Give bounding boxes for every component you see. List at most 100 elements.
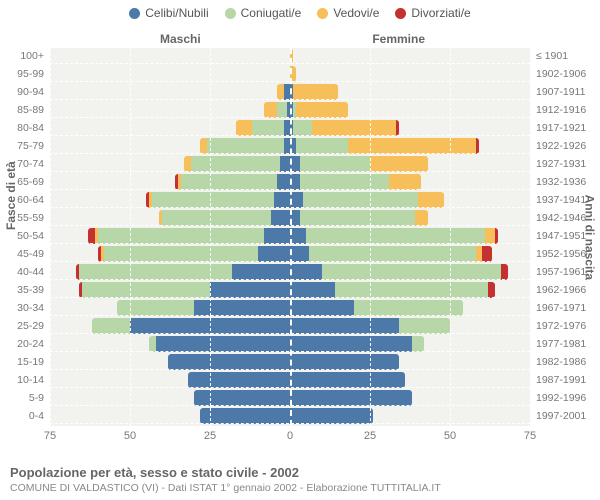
bar-female <box>290 264 530 280</box>
bar-segment <box>290 264 322 280</box>
bar-segment <box>264 102 277 118</box>
bar-male <box>50 282 290 298</box>
bar-female <box>290 48 530 64</box>
pyramid-row: 45-491952-1956 <box>50 246 530 262</box>
bar-segment <box>303 192 418 208</box>
pyramid-row: 95-991902-1906 <box>50 66 530 82</box>
bar-segment <box>290 210 300 226</box>
x-tick: 25 <box>204 430 216 442</box>
bar-segment <box>210 282 290 298</box>
bar-male <box>50 48 290 64</box>
pyramid-row: 35-391962-1966 <box>50 282 530 298</box>
pyramid-row: 50-541947-1951 <box>50 228 530 244</box>
bar-male <box>50 372 290 388</box>
female-heading: Femmine <box>372 32 425 46</box>
legend-swatch <box>129 8 140 19</box>
bar-segment <box>191 156 281 172</box>
bar-male <box>50 336 290 352</box>
pyramid-row: 80-841917-1921 <box>50 120 530 136</box>
bar-female <box>290 354 530 370</box>
age-label: 45-49 <box>17 248 50 260</box>
year-label: 1907-1911 <box>530 86 585 98</box>
pyramid-row: 0-41997-2001 <box>50 408 530 424</box>
bar-female <box>290 282 530 298</box>
pyramid-row: 75-791922-1926 <box>50 138 530 154</box>
bar-segment <box>79 264 233 280</box>
bar-segment <box>162 210 271 226</box>
bar-segment <box>415 210 428 226</box>
bar-segment <box>207 138 284 154</box>
legend-label: Divorziati/e <box>411 6 470 20</box>
bar-female <box>290 120 530 136</box>
pyramid-row: 100+≤ 1901 <box>50 48 530 64</box>
pyramid-row: 55-591942-1946 <box>50 210 530 226</box>
year-label: 1917-1921 <box>530 122 586 134</box>
bar-segment <box>194 300 290 316</box>
pyramid-row: 5-91992-1996 <box>50 390 530 406</box>
bar-male <box>50 102 290 118</box>
year-label: 1927-1931 <box>530 158 586 170</box>
age-label: 65-69 <box>17 176 50 188</box>
bar-female <box>290 138 530 154</box>
age-label: 60-64 <box>17 194 50 206</box>
age-label: 85-89 <box>17 104 50 116</box>
bar-segment <box>476 138 479 154</box>
bar-female <box>290 84 530 100</box>
bar-segment <box>485 228 495 244</box>
footer-subtitle: COMUNE DI VALDASTICO (VI) - Dati ISTAT 1… <box>10 482 590 494</box>
bar-segment <box>194 390 290 406</box>
x-tick: 0 <box>287 430 293 442</box>
bar-segment <box>271 210 290 226</box>
pyramid-row: 90-941907-1911 <box>50 84 530 100</box>
year-label: 1962-1966 <box>530 284 586 296</box>
bar-segment <box>312 120 395 136</box>
x-tick: 50 <box>444 430 456 442</box>
age-label: 70-74 <box>17 158 50 170</box>
bar-male <box>50 228 290 244</box>
legend-label: Vedovi/e <box>333 6 379 20</box>
bar-male <box>50 138 290 154</box>
bar-segment <box>290 246 309 262</box>
age-label: 10-14 <box>17 374 50 386</box>
age-label: 80-84 <box>17 122 50 134</box>
bar-segment <box>277 174 290 190</box>
bar-segment <box>130 318 290 334</box>
bar-segment <box>236 120 252 136</box>
bar-segment <box>264 228 290 244</box>
bar-segment <box>309 246 475 262</box>
bar-segment <box>290 48 293 64</box>
age-label: 95-99 <box>17 68 50 80</box>
bar-female <box>290 408 530 424</box>
legend-item: Coniugati/e <box>225 6 302 20</box>
bar-segment <box>290 228 306 244</box>
age-label: 25-29 <box>17 320 50 332</box>
bar-segment <box>306 228 485 244</box>
year-label: 1902-1906 <box>530 68 586 80</box>
bar-segment <box>322 264 501 280</box>
year-label: 1977-1981 <box>530 338 586 350</box>
bar-segment <box>98 228 264 244</box>
year-label: 1997-2001 <box>530 410 586 422</box>
bar-segment <box>293 120 312 136</box>
year-label: ≤ 1901 <box>530 50 568 62</box>
year-label: 1957-1961 <box>530 266 586 278</box>
age-label: 20-24 <box>17 338 50 350</box>
pyramid-row: 60-641937-1941 <box>50 192 530 208</box>
age-label: 75-79 <box>17 140 50 152</box>
bar-segment <box>290 390 412 406</box>
bar-segment <box>389 174 421 190</box>
bar-segment <box>290 372 405 388</box>
male-heading: Maschi <box>160 32 201 46</box>
bar-male <box>50 84 290 100</box>
bar-segment <box>370 156 428 172</box>
age-label: 40-44 <box>17 266 50 278</box>
bar-male <box>50 390 290 406</box>
year-label: 1922-1926 <box>530 140 586 152</box>
age-label: 90-94 <box>17 86 50 98</box>
bar-segment <box>232 264 290 280</box>
bar-segment <box>399 318 450 334</box>
age-label: 5-9 <box>29 392 50 404</box>
bar-segment <box>488 282 494 298</box>
pyramid-row: 85-891912-1916 <box>50 102 530 118</box>
bar-segment <box>104 246 258 262</box>
